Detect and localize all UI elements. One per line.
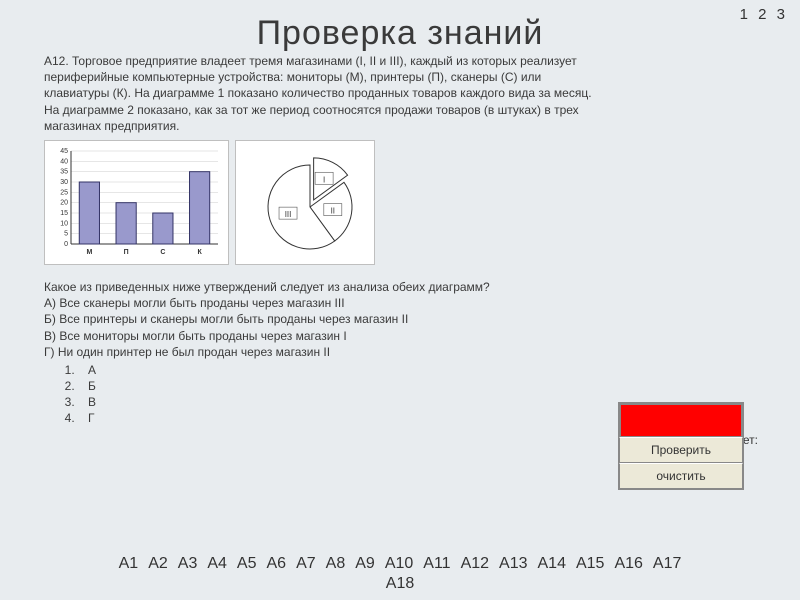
svg-text:20: 20 — [60, 200, 68, 207]
question-link-А14[interactable]: А14 — [538, 555, 566, 572]
question-link-А8[interactable]: А8 — [326, 555, 346, 572]
page-link-1[interactable]: 1 — [740, 6, 748, 23]
bar-chart-box: 0 5 10 15 20 25 30 35 40 45 М П С К — [44, 140, 229, 265]
question-link-А3[interactable]: А3 — [178, 555, 198, 572]
question-link-А9[interactable]: А9 — [355, 555, 375, 572]
page-link-3[interactable]: 3 — [777, 6, 785, 23]
bar-chart: 0 5 10 15 20 25 30 35 40 45 М П С К — [49, 145, 224, 260]
svg-text:35: 35 — [60, 169, 68, 176]
pie-chart: IIIIII — [240, 145, 370, 260]
question-link-А1[interactable]: А1 — [119, 555, 139, 572]
svg-text:40: 40 — [60, 158, 68, 165]
problem-text: А12. Торговое предприятие владеет тремя … — [0, 53, 640, 134]
question-block: Какое из приведенных ниже утверждений сл… — [0, 265, 560, 360]
question-link-А2[interactable]: А2 — [148, 555, 168, 572]
svg-text:15: 15 — [60, 210, 68, 217]
svg-text:0: 0 — [64, 241, 68, 248]
svg-text:К: К — [197, 249, 202, 256]
clear-button[interactable]: очистить — [619, 463, 743, 489]
question-link-А13[interactable]: А13 — [499, 555, 527, 572]
svg-text:II: II — [331, 207, 335, 216]
question-link-А5[interactable]: А5 — [237, 555, 257, 572]
bottom-question-nav: А1 А2 А3 А4 А5 А6 А7 А8 А9 А10 А11 А12 А13 А14 А15 А16 А… — [0, 554, 800, 594]
question-link-А16[interactable]: А16 — [614, 555, 642, 572]
page-title: Проверка знаний — [0, 0, 800, 53]
charts-row: 051015202530354045МПСК IIIIII — [0, 134, 800, 265]
svg-text:М: М — [86, 249, 92, 256]
svg-text:10: 10 — [60, 220, 68, 227]
question-link-А4[interactable]: А4 — [207, 555, 227, 572]
question-link-А10[interactable]: А10 — [385, 555, 413, 572]
svg-text:I: I — [323, 175, 325, 184]
question-link-А12[interactable]: А12 — [461, 555, 489, 572]
question-link-А11[interactable]: А11 — [423, 555, 450, 572]
svg-text:С: С — [160, 249, 165, 256]
svg-text:25: 25 — [60, 189, 68, 196]
question-link-А17[interactable]: А17 — [653, 555, 681, 572]
question-link-А18[interactable]: А18 — [386, 575, 414, 592]
controls-panel: Проверить очистить — [618, 402, 744, 490]
page-link-2[interactable]: 2 — [758, 6, 766, 23]
svg-text:45: 45 — [60, 148, 68, 155]
question-link-А15[interactable]: А15 — [576, 555, 604, 572]
question-link-А7[interactable]: А7 — [296, 555, 316, 572]
top-page-nav: 1 2 3 — [737, 6, 788, 23]
variant-c: В) Все мониторы могли быть проданы через… — [44, 328, 516, 344]
variant-a: А) Все сканеры могли быть проданы через … — [44, 295, 516, 311]
question-intro: Какое из приведенных ниже утверждений сл… — [44, 279, 516, 295]
answer-option-1: А — [78, 362, 800, 378]
svg-text:30: 30 — [60, 179, 68, 186]
answer-option-2: Б — [78, 378, 800, 394]
question-link-А6[interactable]: А6 — [267, 555, 287, 572]
pie-chart-box: IIIIII — [235, 140, 375, 265]
check-button[interactable]: Проверить — [619, 437, 743, 463]
variant-d: Г) Ни один принтер не был продан через м… — [44, 344, 516, 360]
svg-text:П: П — [124, 249, 129, 256]
svg-text:III: III — [285, 210, 292, 219]
variant-b: Б) Все принтеры и сканеры могли быть про… — [44, 311, 516, 327]
svg-text:5: 5 — [64, 231, 68, 238]
answer-indicator — [619, 403, 743, 437]
